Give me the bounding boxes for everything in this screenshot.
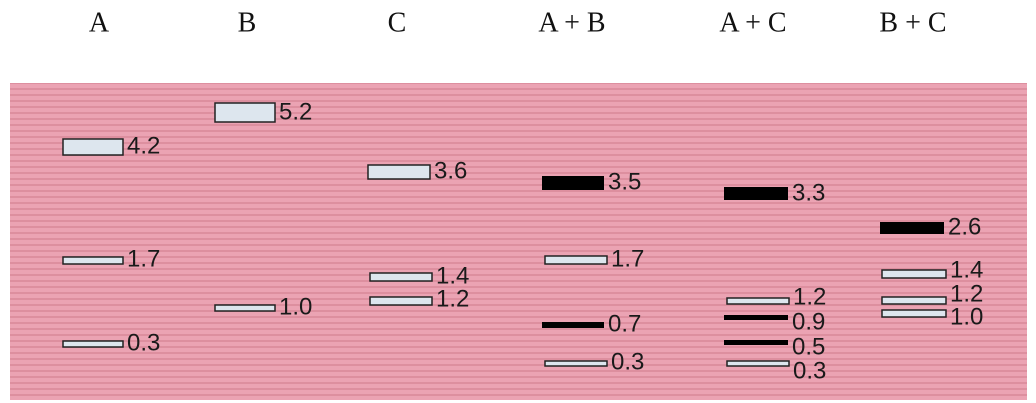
band bbox=[880, 222, 944, 234]
band-label: 1.2 bbox=[436, 285, 469, 312]
lane-label: B bbox=[238, 7, 257, 38]
band bbox=[542, 176, 604, 190]
band bbox=[215, 103, 275, 122]
band bbox=[727, 298, 789, 304]
band bbox=[724, 187, 788, 200]
band-label: 1.0 bbox=[279, 293, 312, 320]
band bbox=[368, 165, 430, 179]
band-label: 0.5 bbox=[792, 333, 825, 360]
band bbox=[882, 297, 946, 304]
band bbox=[727, 361, 789, 366]
band-label: 0.3 bbox=[611, 348, 644, 375]
band-label: 3.3 bbox=[792, 179, 825, 206]
gel bbox=[10, 83, 1027, 400]
band bbox=[63, 257, 123, 264]
lane-label: B + C bbox=[879, 7, 946, 38]
band-label: 1.0 bbox=[950, 303, 983, 330]
band-label: 0.7 bbox=[608, 310, 641, 337]
band bbox=[724, 315, 788, 320]
band-label: 0.9 bbox=[792, 308, 825, 335]
band bbox=[545, 256, 607, 264]
band-label: 2.6 bbox=[948, 213, 981, 240]
band-label: 3.5 bbox=[608, 168, 641, 195]
band-label: 1.2 bbox=[793, 283, 826, 310]
band bbox=[882, 270, 946, 278]
lane-label: A + B bbox=[538, 7, 605, 38]
band-label: 1.7 bbox=[127, 245, 160, 272]
band-label: 4.2 bbox=[127, 132, 160, 159]
gel-diagram: A 4.2 1.7 0.3 B 5.2 1.0 C 3.6 1.4 1.2 A + B 3.5 1.7 0.… bbox=[0, 0, 1036, 403]
lane-label: C bbox=[388, 7, 407, 38]
band bbox=[370, 297, 432, 305]
lane-label: A + C bbox=[719, 7, 786, 38]
band bbox=[882, 310, 946, 317]
band-label: 5.2 bbox=[279, 98, 312, 125]
band bbox=[63, 139, 123, 155]
band bbox=[63, 341, 123, 347]
band-label: 0.3 bbox=[127, 329, 160, 356]
band bbox=[542, 322, 604, 328]
band-label: 1.7 bbox=[611, 245, 644, 272]
band-label: 1.4 bbox=[950, 256, 983, 283]
band bbox=[724, 340, 788, 345]
band bbox=[545, 361, 607, 366]
lane-label: A bbox=[89, 7, 110, 38]
band-label: 3.6 bbox=[434, 157, 467, 184]
band bbox=[370, 273, 432, 281]
band-label: 0.3 bbox=[793, 357, 826, 384]
band bbox=[215, 305, 275, 311]
